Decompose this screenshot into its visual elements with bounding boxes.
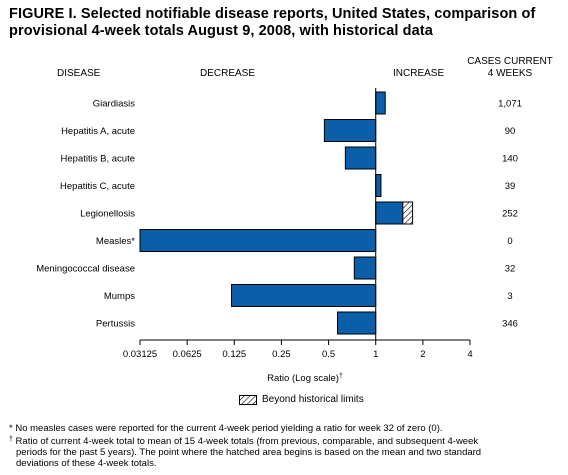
footnote-ratio-text1: Ratio of current 4-week total to mean of… bbox=[15, 436, 479, 447]
x-tick-label-2: 0.125 bbox=[222, 349, 246, 360]
bar-giardiasis bbox=[375, 91, 386, 115]
category-label-legionellosis: Legionellosis bbox=[80, 209, 135, 220]
cases-value-measles: 0 bbox=[507, 236, 512, 247]
bar-hatched-legionellosis bbox=[402, 201, 414, 225]
footnote-measles: * No measles cases were reported for the… bbox=[9, 423, 443, 434]
cases-value-hepatitis-c-acute: 39 bbox=[505, 181, 516, 192]
figure-title: FIGURE I. Selected notifiable disease re… bbox=[9, 6, 564, 40]
category-label-pertussis: Pertussis bbox=[96, 319, 135, 330]
x-tick-label-3: 0.25 bbox=[272, 349, 291, 360]
category-label-mumps: Mumps bbox=[104, 291, 135, 302]
cases-column-header: CASES CURRENT 4 WEEKS bbox=[465, 56, 555, 80]
bar-hepatitis-b-acute bbox=[344, 146, 377, 170]
cases-value-meningococcal-disease: 32 bbox=[505, 264, 516, 275]
category-label-hepatitis-c-acute: Hepatitis C, acute bbox=[60, 181, 135, 192]
legend-beyond-limits-label: Beyond historical limits bbox=[262, 394, 364, 405]
category-label-hepatitis-b-acute: Hepatitis B, acute bbox=[61, 154, 135, 165]
disease-column-header: DISEASE bbox=[57, 68, 101, 79]
x-tick-label-5: 1 bbox=[373, 349, 378, 360]
footnote-ratio-line3: deviations of these 4-week totals. bbox=[16, 458, 157, 469]
x-tick-label-0: 0.03125 bbox=[123, 349, 157, 360]
category-labels: Giardiasis Hepatitis A, acute Hepatitis B,… bbox=[36, 99, 135, 330]
bar-pertussis bbox=[336, 311, 377, 335]
legend-hatch-swatch bbox=[239, 395, 257, 405]
figure-title-line1: FIGURE I. Selected notifiable disease re… bbox=[9, 6, 536, 22]
bar-measles bbox=[139, 229, 377, 252]
bar-mumps bbox=[231, 284, 377, 307]
cases-header-line2: 4 WEEKS bbox=[487, 68, 533, 79]
cases-value-mumps: 3 bbox=[507, 291, 512, 302]
footnote-ratio: † Ratio of current 4-week total to mean … bbox=[9, 434, 561, 469]
cases-value-hepatitis-a-acute: 90 bbox=[505, 126, 516, 137]
x-tick-label-1: 0.0625 bbox=[173, 349, 202, 360]
cases-value-giardiasis: 1,071 bbox=[498, 99, 522, 110]
x-tick-label-6: 2 bbox=[420, 349, 425, 360]
increase-header: INCREASE bbox=[393, 68, 445, 79]
x-axis-label: Ratio (Log scale)† bbox=[267, 373, 343, 384]
bar-meningococcal-disease bbox=[353, 256, 377, 280]
cases-value-legionellosis: 252 bbox=[502, 209, 518, 220]
cases-header-line1: CASES CURRENT bbox=[467, 56, 553, 67]
x-axis: 0.03125 0.0625 0.125 0.25 0.5 1 2 4 bbox=[123, 88, 473, 360]
category-label-measles: Measles* bbox=[96, 236, 135, 247]
bars-layer bbox=[139, 91, 414, 335]
figure-title-line2: provisional 4-week totals August 9, 2008… bbox=[9, 23, 433, 39]
category-label-giardiasis: Giardiasis bbox=[93, 99, 135, 110]
cases-value-pertussis: 346 bbox=[502, 319, 518, 330]
category-label-meningococcal-disease: Meningococcal disease bbox=[36, 264, 135, 275]
x-axis-label-dagger: † bbox=[339, 373, 343, 380]
cases-value-hepatitis-b-acute: 140 bbox=[502, 154, 518, 165]
category-label-hepatitis-a-acute: Hepatitis A, acute bbox=[61, 126, 135, 137]
dagger-mark: † bbox=[9, 436, 13, 443]
bar-legionellosis bbox=[375, 201, 404, 225]
footnote-ratio-line1: † Ratio of current 4-week total to mean … bbox=[9, 434, 561, 447]
bar-hepatitis-a-acute bbox=[323, 119, 377, 142]
footnote-ratio-line2: periods for the past 5 years). The point… bbox=[16, 447, 482, 458]
x-axis-label-text: Ratio (Log scale) bbox=[267, 373, 339, 384]
bar-hepatitis-c-acute bbox=[375, 174, 382, 197]
x-tick-label-7: 4 bbox=[467, 349, 472, 360]
x-tick-label-4: 0.5 bbox=[322, 349, 335, 360]
cases-values: 1,071 90 140 39 252 0 32 3 346 bbox=[498, 99, 522, 330]
decrease-header: DECREASE bbox=[200, 68, 256, 79]
